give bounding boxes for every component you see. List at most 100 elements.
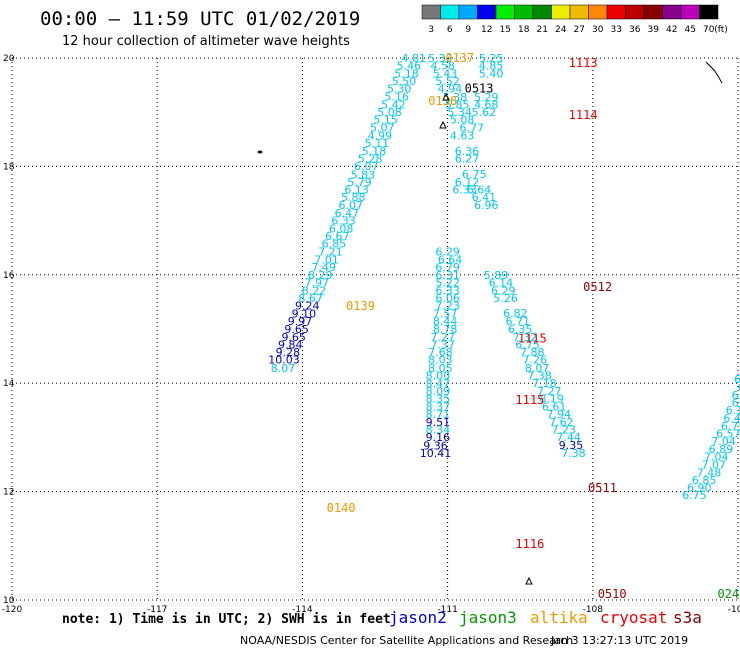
wave-height-value: 8.03: [428, 354, 453, 367]
latitude-label: 18: [3, 162, 15, 172]
latitude-label: 20: [3, 54, 15, 64]
wave-height-value: 6.75: [462, 168, 487, 181]
colorbar-tick-label: 30: [592, 25, 604, 34]
wave-height-value: 8.78: [433, 323, 458, 336]
colorbar-swatch: [551, 4, 571, 20]
wave-height-value: 5.26: [493, 292, 518, 305]
credit-line: NOAA/NESDIS Center for Satellite Applica…: [240, 634, 574, 647]
colorbar-swatch: [643, 4, 663, 20]
wave-height-value: 7.97: [305, 277, 330, 290]
wave-height-value: 8.09: [426, 385, 451, 398]
wave-height-value: 9.35: [559, 439, 584, 452]
wave-height-value: 6.57: [716, 427, 740, 440]
colorbar-swatch: [514, 4, 534, 20]
wave-height-value: 6.14: [489, 277, 514, 290]
wave-height-value: 5.46: [397, 59, 422, 72]
wave-height-value: 5.43: [433, 68, 458, 81]
colorbar-tick-label: 45: [685, 25, 696, 34]
wave-height-value: 5.11: [365, 137, 390, 150]
track-start-marker: [439, 120, 447, 129]
wave-height-value: 7.88: [520, 346, 545, 359]
colorbar-swatch: [440, 4, 460, 20]
wave-height-value: 4.94: [438, 83, 463, 96]
wave-height-value: 6.82: [503, 307, 528, 320]
colorbar-tick-label: 42: [666, 25, 677, 34]
colorbar-swatch: [495, 4, 515, 20]
wave-height-value: 8.00: [426, 369, 451, 382]
wave-height-value: 5.40: [479, 68, 504, 81]
wave-height-value: 7.18: [532, 377, 557, 390]
altika-track: 4.815.465.185.505.305.165.425.085.155.07…: [268, 52, 426, 375]
wave-height-value: 5.85: [445, 98, 470, 111]
colorbar-tick-label: 6: [447, 25, 453, 34]
wave-height-value: 4.63: [450, 129, 475, 142]
wave-height-value: 7.27: [431, 331, 456, 344]
cryosat-track: 5.896.146.295.26 6.826.716.357.326.757.88…: [484, 269, 586, 460]
wave-height-value: 7.32: [513, 331, 538, 344]
colorbar-tick-label: 33: [611, 25, 622, 34]
wave-height-value: 9.10: [292, 308, 317, 321]
pass-time-label: 0511: [588, 481, 617, 495]
jason3-upper-track: 5.324.585.435.524.945.385.855.345.086.77…: [428, 52, 498, 212]
pass-time-label: 1114: [569, 108, 598, 122]
wave-height-value: 9.84: [278, 339, 303, 352]
wave-height-value: 7.68: [428, 346, 453, 359]
wave-height-value: 7.48: [697, 466, 722, 479]
colorbar-swatch: [625, 4, 645, 20]
wave-height-value: 6.96: [474, 199, 499, 212]
wave-height-value: 7.23: [552, 424, 577, 437]
wave-height-value: 6.64: [467, 184, 492, 197]
wave-height-value: 9.65: [281, 331, 306, 344]
wave-height-value: 7.27: [537, 385, 562, 398]
colorbar-swatch: [680, 4, 700, 20]
coastline: [705, 61, 723, 84]
colorbar-legend: 3 6 9 12 15 18 21 24 27 30 33 36 39 42 45 70 (ft): [421, 4, 728, 34]
colorbar-tick-label: 9: [465, 25, 471, 34]
colorbar-swatch: [458, 4, 478, 20]
wave-height-value: 6.4: [732, 389, 740, 402]
map-subtitle: 12 hour collection of altimeter wave hei…: [62, 34, 350, 49]
generated-timestamp: Jan 3 13:27:13 UTC 2019: [551, 634, 689, 647]
wave-height-value: 6.75: [682, 489, 707, 502]
latitude-label: 12: [3, 488, 14, 498]
wave-height-value: 8.47: [426, 378, 451, 391]
wave-height-value: 4.58: [431, 59, 456, 72]
wave-height-value: 7.04: [711, 435, 736, 448]
wave-height-value: 7.49: [311, 261, 336, 274]
wave-height-value: 8.44: [433, 315, 458, 328]
jason3-descending-track: 5.254.855.405.294.685.626.296.646.796.31…: [420, 52, 504, 460]
wave-height-value: 5.18: [394, 68, 419, 81]
wave-height-value: 5.79: [347, 176, 372, 189]
pass-time-label: 1113: [569, 56, 598, 70]
wave-height-value: 6.13: [344, 184, 369, 197]
colorbar-swatch: [532, 4, 552, 20]
latitude-label: 14: [3, 379, 15, 389]
wave-height-value: 9.36: [423, 439, 448, 452]
wave-height-value: 6.36: [455, 145, 480, 158]
wave-height-value: 7.26: [522, 354, 547, 367]
wave-height-value: 9.16: [426, 431, 451, 444]
wave-height-value: 6.5: [732, 397, 740, 410]
colorbar-swatch: [699, 4, 719, 20]
colorbar-swatch: [606, 4, 626, 20]
legend-s3a: s3a: [673, 608, 702, 627]
colorbar-swatch: [569, 4, 589, 20]
wave-height-value: 6.27: [455, 153, 480, 166]
map-title: 00:00 – 11:59 UTC 01/02/2019: [40, 8, 361, 30]
wave-height-value: 6.06: [435, 292, 460, 305]
latitude-label: 16: [3, 271, 15, 281]
wave-height-value: 7.38: [527, 369, 552, 382]
wave-height-value: 8.71: [426, 408, 451, 421]
wave-height-value: 6.77: [460, 122, 485, 135]
wave-height-value: 5.50: [392, 75, 417, 88]
colorbar-tick-label: 24: [555, 25, 567, 34]
wave-height-value: 4.85: [479, 59, 504, 72]
wave-height-value: 8.07: [271, 362, 296, 375]
island-marker: [257, 150, 263, 154]
wave-height-value: 4.99: [368, 129, 393, 142]
wave-height-value: 9.28: [276, 346, 301, 359]
wave-height-value: 7.07: [702, 458, 727, 471]
wave-height-value: 8.29: [308, 269, 333, 282]
colorbar-swatch: [421, 4, 441, 20]
wave-height-value: 6.12: [455, 176, 480, 189]
